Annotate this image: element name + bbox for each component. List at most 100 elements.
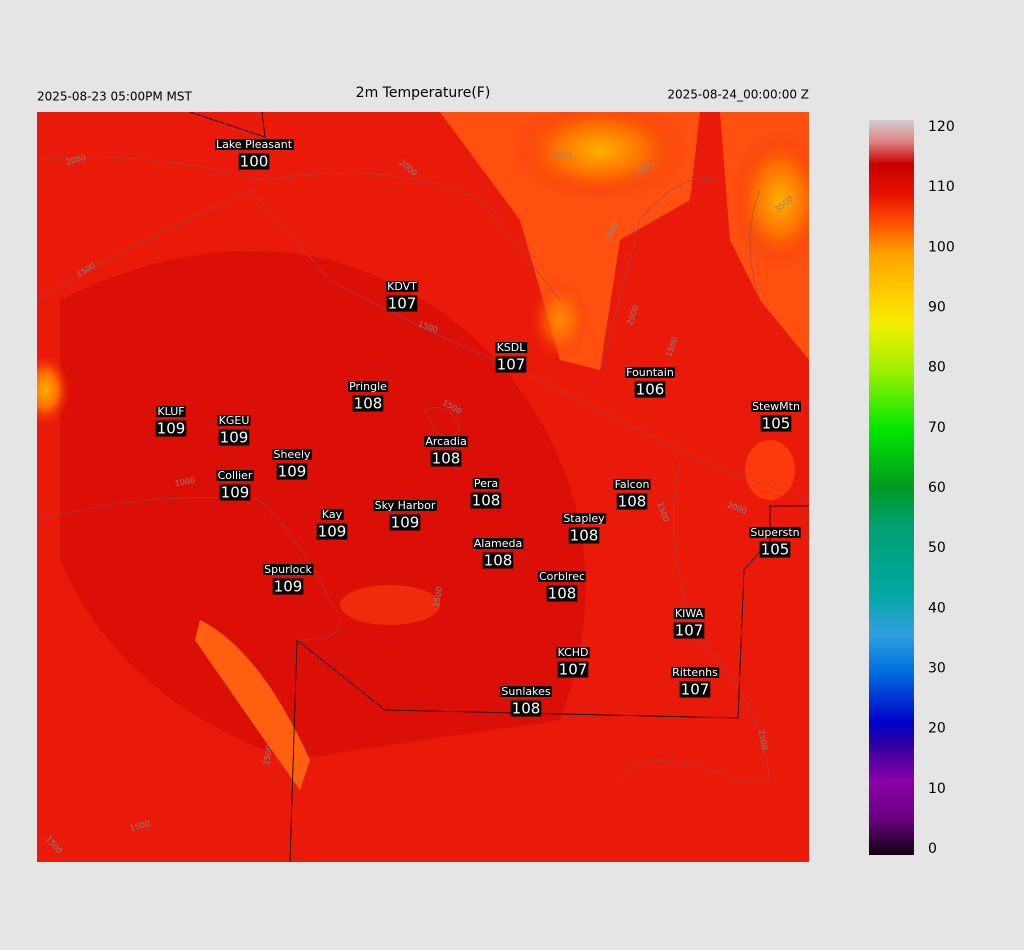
label-box xyxy=(546,585,578,602)
station-value: 109 xyxy=(278,463,307,481)
station-value: 108 xyxy=(484,552,513,570)
station-value: 107 xyxy=(681,681,710,699)
station-name: KCHD xyxy=(557,646,588,659)
station-name: Spurlock xyxy=(264,563,312,576)
label-box xyxy=(430,450,462,467)
label-box xyxy=(238,153,270,170)
station-name: StewMtn xyxy=(752,400,800,413)
colorbar-tick-label: 110 xyxy=(928,179,955,195)
label-box xyxy=(482,552,514,569)
station-value: 105 xyxy=(761,541,790,559)
station-value: 108 xyxy=(570,527,599,545)
station-name: Alameda xyxy=(474,537,523,550)
label-box xyxy=(155,420,187,437)
label-box xyxy=(495,342,528,353)
station-name: Falcon xyxy=(615,478,650,491)
label-box xyxy=(219,484,251,501)
station-name: Pera xyxy=(474,477,498,490)
label-box xyxy=(556,647,590,658)
station-name: KIWA xyxy=(675,607,704,620)
label-box xyxy=(613,479,651,490)
label-box xyxy=(510,700,542,717)
contour-label: 1500 xyxy=(262,744,274,766)
label-box xyxy=(673,608,705,619)
map xyxy=(37,112,809,862)
label-box xyxy=(263,564,314,575)
station-name: Sky Harbor xyxy=(375,499,436,512)
label-box xyxy=(495,356,527,373)
station-value: 107 xyxy=(559,661,588,679)
label-box xyxy=(500,686,552,697)
station-value: 107 xyxy=(388,295,417,313)
label-box xyxy=(472,538,524,549)
station-value: 109 xyxy=(220,429,249,447)
label-box xyxy=(348,381,389,392)
colorbar-tick-label: 20 xyxy=(928,721,946,737)
label-box xyxy=(537,571,587,582)
map-title: 2m Temperature(F) xyxy=(356,85,491,101)
init-time: 2025-08-24_00:00:00 Z xyxy=(667,88,809,102)
valid-time: 2025-08-23 05:00PM MST xyxy=(37,90,193,104)
label-box xyxy=(386,295,418,312)
station-value: 108 xyxy=(512,700,541,718)
station-name: Kay xyxy=(322,508,343,521)
label-box xyxy=(352,395,384,412)
station-value: 107 xyxy=(497,356,526,374)
colorbar xyxy=(869,120,914,855)
label-box xyxy=(679,681,711,698)
station-value: 109 xyxy=(391,514,420,532)
label-box xyxy=(156,406,186,417)
label-box xyxy=(557,661,589,678)
station-name: Pringle xyxy=(349,380,387,393)
label-box xyxy=(218,429,250,446)
label-box xyxy=(389,514,421,531)
label-box xyxy=(568,527,600,544)
label-box xyxy=(316,523,348,540)
label-box xyxy=(760,415,792,432)
label-box xyxy=(386,281,419,292)
station-name: Lake Pleasant xyxy=(216,138,293,151)
label-box xyxy=(272,578,304,595)
colorbar-tick-label: 70 xyxy=(928,420,946,436)
station-name: Arcadia xyxy=(425,435,466,448)
station-name: Sheely xyxy=(273,448,311,461)
label-box xyxy=(673,622,705,639)
station-name: KGEU xyxy=(219,414,250,427)
colorbar-tick-label: 0 xyxy=(928,841,937,857)
station-value: 108 xyxy=(618,493,647,511)
label-box xyxy=(616,493,648,510)
station-name: Sunlakes xyxy=(501,685,550,698)
label-box xyxy=(217,415,251,426)
station-value: 108 xyxy=(354,395,383,413)
colorbar-tick-label: 60 xyxy=(928,480,946,496)
station-value: 105 xyxy=(762,415,791,433)
label-box xyxy=(751,401,801,412)
label-box xyxy=(625,367,675,378)
station-value: 109 xyxy=(318,523,347,541)
label-box xyxy=(472,478,500,489)
station-name: Rittenhs xyxy=(672,666,718,679)
station-name: KSDL xyxy=(497,341,527,354)
label-box xyxy=(470,492,502,509)
station-name: Fountain xyxy=(626,366,674,379)
contour-label: 1000 xyxy=(174,476,196,488)
colorbar-tick-label: 40 xyxy=(928,600,946,616)
contour-label: 3500 xyxy=(552,152,572,161)
station-name: KDVT xyxy=(387,280,417,293)
contour-label: 1500 xyxy=(432,586,444,608)
station-value: 108 xyxy=(548,585,577,603)
station-value: 109 xyxy=(221,484,250,502)
station-name: Stapley xyxy=(563,512,605,525)
station-value: 109 xyxy=(157,420,186,438)
colorbar-tick-label: 100 xyxy=(928,239,955,255)
station-value: 107 xyxy=(675,622,704,640)
station-value: 109 xyxy=(274,578,303,596)
station-name: Superstn xyxy=(750,526,799,539)
label-box xyxy=(749,527,801,538)
colorbar-tick-label: 120 xyxy=(928,119,955,135)
label-box xyxy=(373,500,437,511)
colorbar-tick-label: 90 xyxy=(928,300,946,316)
label-box xyxy=(214,139,294,150)
label-box xyxy=(634,381,666,398)
